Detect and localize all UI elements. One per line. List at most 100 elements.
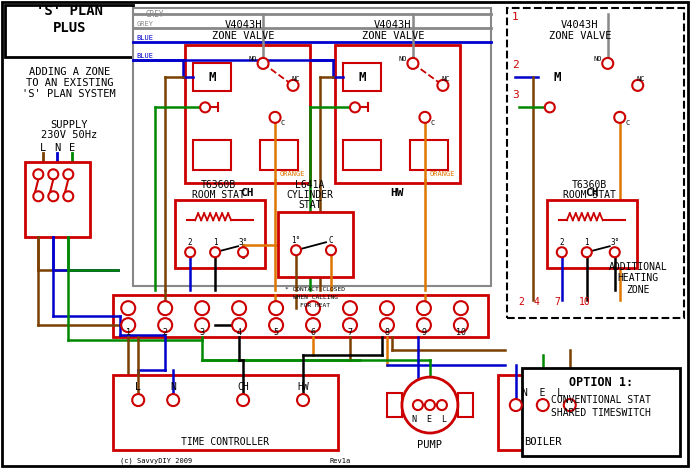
Text: FOR HEAT: FOR HEAT	[300, 303, 330, 307]
Circle shape	[195, 301, 209, 315]
Bar	[193, 63, 231, 91]
Circle shape	[557, 247, 566, 257]
Text: L: L	[40, 143, 46, 154]
Text: 1: 1	[126, 328, 130, 336]
Text: CYLINDER: CYLINDER	[286, 190, 333, 200]
Text: CONVENTIONAL STAT: CONVENTIONAL STAT	[551, 395, 651, 405]
Text: 2: 2	[512, 60, 519, 70]
Text: M: M	[358, 71, 366, 84]
Circle shape	[185, 247, 195, 257]
Text: T6360B: T6360B	[201, 180, 236, 190]
Bar	[335, 45, 460, 183]
Circle shape	[510, 399, 522, 411]
Circle shape	[200, 102, 210, 112]
Circle shape	[33, 191, 43, 201]
Text: 4: 4	[237, 328, 241, 336]
Circle shape	[232, 318, 246, 332]
Text: 10: 10	[579, 297, 591, 307]
Circle shape	[269, 301, 283, 315]
Text: NO: NO	[593, 57, 602, 62]
Circle shape	[121, 318, 135, 332]
Circle shape	[238, 247, 248, 257]
Bar	[278, 212, 353, 277]
Text: 230V 50Hz: 230V 50Hz	[41, 130, 97, 140]
Bar	[193, 140, 231, 170]
Text: SHARED TIMESWITCH: SHARED TIMESWITCH	[551, 408, 651, 418]
Text: L641A: L641A	[295, 180, 325, 190]
Text: M: M	[553, 71, 560, 84]
Bar	[387, 393, 402, 417]
Circle shape	[232, 301, 246, 315]
Text: NC: NC	[442, 76, 450, 82]
Text: NC: NC	[636, 76, 645, 82]
Text: 'S' PLAN SYSTEM: 'S' PLAN SYSTEM	[22, 89, 116, 99]
Circle shape	[454, 301, 468, 315]
Circle shape	[632, 80, 643, 91]
Circle shape	[343, 318, 357, 332]
Circle shape	[167, 394, 179, 406]
Text: 3: 3	[512, 90, 519, 100]
Text: TIME CONTROLLER: TIME CONTROLLER	[181, 437, 269, 447]
Text: 10: 10	[456, 328, 466, 336]
Text: 1: 1	[213, 238, 217, 247]
Bar	[185, 45, 310, 183]
Text: GREY: GREY	[136, 22, 153, 28]
Bar	[522, 368, 680, 456]
Text: HW: HW	[297, 382, 309, 392]
Bar	[538, 140, 575, 170]
Circle shape	[350, 102, 360, 112]
Text: V4043H
ZONE VALVE: V4043H ZONE VALVE	[549, 20, 611, 41]
Circle shape	[326, 245, 336, 255]
Text: STAT: STAT	[298, 200, 322, 210]
Text: M: M	[208, 71, 216, 84]
Circle shape	[306, 318, 320, 332]
Text: 2: 2	[518, 297, 524, 307]
Text: C: C	[431, 120, 435, 126]
Circle shape	[48, 191, 58, 201]
Bar	[538, 63, 575, 91]
Bar	[113, 295, 488, 337]
Text: 1: 1	[512, 13, 519, 22]
Circle shape	[297, 394, 309, 406]
Bar	[546, 200, 637, 268]
Text: WHEN CALLING: WHEN CALLING	[293, 295, 337, 300]
Text: (c) SavvyDIY 2009: (c) SavvyDIY 2009	[120, 458, 193, 464]
Bar	[133, 8, 491, 286]
Circle shape	[537, 399, 549, 411]
Circle shape	[402, 377, 458, 433]
Circle shape	[210, 247, 220, 257]
Text: V4043H
ZONE VALVE: V4043H ZONE VALVE	[212, 20, 275, 41]
Text: NO: NO	[249, 57, 257, 62]
Bar	[343, 63, 381, 91]
Text: NO: NO	[399, 57, 407, 62]
Bar	[530, 45, 655, 183]
Text: BLUE: BLUE	[136, 53, 153, 59]
Circle shape	[610, 247, 620, 257]
Text: HW: HW	[391, 188, 404, 198]
Text: SUPPLY: SUPPLY	[50, 120, 88, 131]
Text: CH: CH	[237, 382, 249, 392]
Text: BLUE: BLUE	[136, 36, 153, 42]
Text: 7: 7	[348, 328, 353, 336]
Circle shape	[420, 112, 431, 123]
Circle shape	[454, 318, 468, 332]
Text: CH: CH	[585, 188, 598, 198]
Circle shape	[237, 394, 249, 406]
Text: Rev1a: Rev1a	[329, 458, 351, 464]
Text: TO AN EXISTING: TO AN EXISTING	[26, 78, 113, 88]
Bar	[498, 375, 588, 450]
Circle shape	[380, 301, 394, 315]
Text: T6360B: T6360B	[572, 180, 607, 190]
Circle shape	[158, 301, 172, 315]
Circle shape	[545, 102, 555, 112]
Text: 8: 8	[384, 328, 389, 336]
Bar	[26, 162, 90, 237]
Text: ROOM STAT: ROOM STAT	[563, 190, 616, 200]
Circle shape	[269, 318, 283, 332]
Circle shape	[380, 318, 394, 332]
Circle shape	[564, 399, 575, 411]
Text: ORANGE: ORANGE	[280, 171, 306, 177]
Text: V4043H
ZONE VALVE: V4043H ZONE VALVE	[362, 20, 424, 41]
Text: 6: 6	[310, 328, 315, 336]
Circle shape	[614, 112, 625, 123]
